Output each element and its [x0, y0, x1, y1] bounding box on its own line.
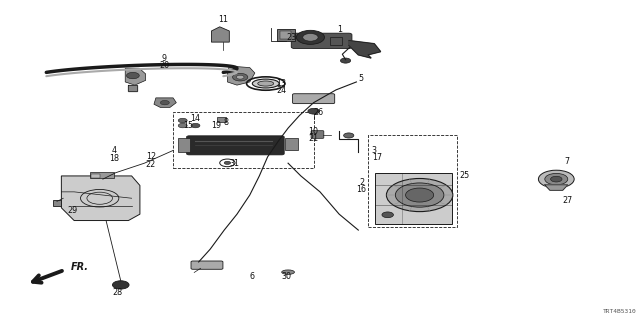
Text: 5: 5 — [358, 74, 364, 83]
Text: 9: 9 — [162, 53, 167, 62]
Circle shape — [232, 73, 248, 81]
Text: 10: 10 — [308, 127, 319, 136]
Text: 8: 8 — [223, 118, 228, 127]
Polygon shape — [349, 41, 381, 58]
Text: 21: 21 — [308, 134, 319, 143]
Text: 20: 20 — [159, 61, 169, 70]
Circle shape — [344, 133, 354, 138]
Circle shape — [236, 75, 244, 79]
FancyBboxPatch shape — [311, 131, 324, 138]
Text: 6: 6 — [249, 272, 254, 281]
FancyBboxPatch shape — [186, 136, 284, 155]
Circle shape — [406, 188, 434, 202]
Text: 26: 26 — [313, 108, 323, 117]
Bar — [277, 29, 295, 41]
Polygon shape — [125, 68, 146, 85]
Polygon shape — [154, 98, 176, 108]
Text: 18: 18 — [109, 154, 120, 163]
Text: 27: 27 — [562, 196, 572, 205]
Circle shape — [340, 58, 351, 63]
Text: FR.: FR. — [71, 262, 89, 272]
Circle shape — [113, 281, 129, 289]
Circle shape — [396, 183, 444, 207]
Bar — [173, 112, 314, 168]
Polygon shape — [61, 176, 140, 220]
Text: 28: 28 — [113, 288, 123, 297]
Polygon shape — [545, 185, 568, 190]
Circle shape — [382, 212, 394, 218]
Circle shape — [550, 176, 562, 182]
Bar — [90, 172, 115, 178]
FancyBboxPatch shape — [191, 261, 223, 269]
Polygon shape — [375, 173, 452, 224]
Polygon shape — [211, 27, 229, 42]
Circle shape — [538, 170, 574, 188]
Text: 29: 29 — [67, 206, 77, 215]
Bar — [92, 174, 100, 178]
FancyBboxPatch shape — [291, 33, 352, 49]
Text: TRT4B5310: TRT4B5310 — [602, 308, 636, 314]
Ellipse shape — [252, 79, 279, 88]
Circle shape — [178, 123, 187, 128]
Text: 11: 11 — [218, 15, 228, 24]
Text: 12: 12 — [146, 152, 156, 161]
Polygon shape — [285, 138, 298, 150]
Ellipse shape — [282, 270, 294, 274]
Text: 3: 3 — [372, 146, 377, 155]
Text: 17: 17 — [372, 153, 382, 162]
Text: 25: 25 — [460, 172, 470, 180]
Text: 14: 14 — [191, 114, 200, 123]
Text: 1: 1 — [337, 25, 342, 34]
FancyBboxPatch shape — [292, 94, 335, 104]
Bar — [216, 117, 226, 123]
Polygon shape — [178, 138, 189, 152]
Polygon shape — [129, 85, 137, 91]
Polygon shape — [227, 66, 255, 85]
Text: 13: 13 — [276, 79, 287, 88]
Text: 15: 15 — [183, 121, 193, 131]
Circle shape — [545, 173, 568, 185]
Text: 22: 22 — [146, 160, 156, 169]
Text: 19: 19 — [211, 121, 221, 131]
Circle shape — [303, 34, 318, 41]
Text: 4: 4 — [112, 146, 117, 155]
Text: 23: 23 — [287, 33, 297, 42]
Bar — [330, 37, 342, 45]
Circle shape — [178, 118, 187, 123]
Text: 30: 30 — [281, 272, 291, 281]
Text: 24: 24 — [276, 86, 287, 95]
Circle shape — [191, 123, 200, 128]
Text: 16: 16 — [356, 185, 367, 194]
Circle shape — [127, 72, 140, 79]
Circle shape — [161, 100, 170, 105]
Text: 31: 31 — [229, 159, 239, 168]
Circle shape — [308, 108, 319, 114]
Circle shape — [296, 30, 324, 44]
Ellipse shape — [258, 81, 274, 86]
Circle shape — [224, 161, 230, 164]
Bar — [368, 134, 458, 227]
Bar — [53, 200, 61, 206]
Text: 2: 2 — [359, 178, 364, 187]
Bar — [280, 31, 291, 39]
Text: 7: 7 — [564, 157, 570, 166]
Circle shape — [387, 179, 453, 212]
